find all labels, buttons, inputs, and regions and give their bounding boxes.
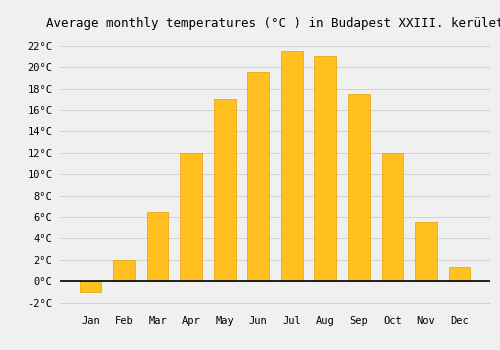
Bar bbox=[214, 99, 236, 281]
Bar bbox=[80, 281, 102, 292]
Bar bbox=[281, 51, 302, 281]
Bar bbox=[146, 212, 169, 281]
Bar bbox=[382, 153, 404, 281]
Title: Average monthly temperatures (°C ) in Budapest XXIII. kerület: Average monthly temperatures (°C ) in Bu… bbox=[46, 17, 500, 30]
Bar bbox=[415, 222, 437, 281]
Bar bbox=[314, 56, 336, 281]
Bar bbox=[113, 260, 135, 281]
Bar bbox=[180, 153, 202, 281]
Bar bbox=[348, 94, 370, 281]
Bar bbox=[248, 72, 269, 281]
Bar bbox=[448, 267, 470, 281]
